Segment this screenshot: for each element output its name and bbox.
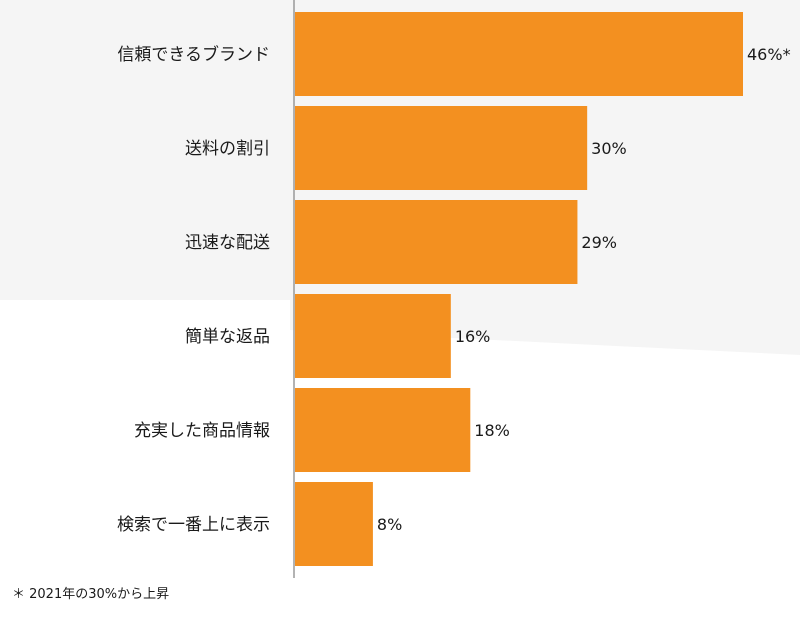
category-label-3: 迅速な配送 [185, 233, 270, 253]
bar-3 [295, 200, 578, 284]
bar-1 [295, 12, 743, 96]
value-label-5: 18% [474, 421, 510, 440]
value-label-1: 46%* [747, 45, 791, 64]
value-label-6: 8% [377, 515, 402, 534]
category-label-2: 送料の割引 [185, 139, 270, 159]
bar-5 [295, 388, 471, 472]
value-label-2: 30% [591, 139, 627, 158]
bar-4 [295, 294, 451, 378]
value-label-3: 29% [581, 233, 617, 252]
value-label-4: 16% [455, 327, 491, 346]
category-label-1: 信頼できるブランド [117, 44, 270, 65]
footnote: ＊ 2021年の30%から上昇 [12, 587, 170, 602]
category-label-5: 充実した商品情報 [134, 421, 270, 441]
category-label-6: 検索で一番上に表示 [117, 515, 270, 535]
bar-6 [295, 482, 373, 566]
bar-2 [295, 106, 588, 190]
category-label-4: 簡単な返品 [185, 327, 270, 347]
